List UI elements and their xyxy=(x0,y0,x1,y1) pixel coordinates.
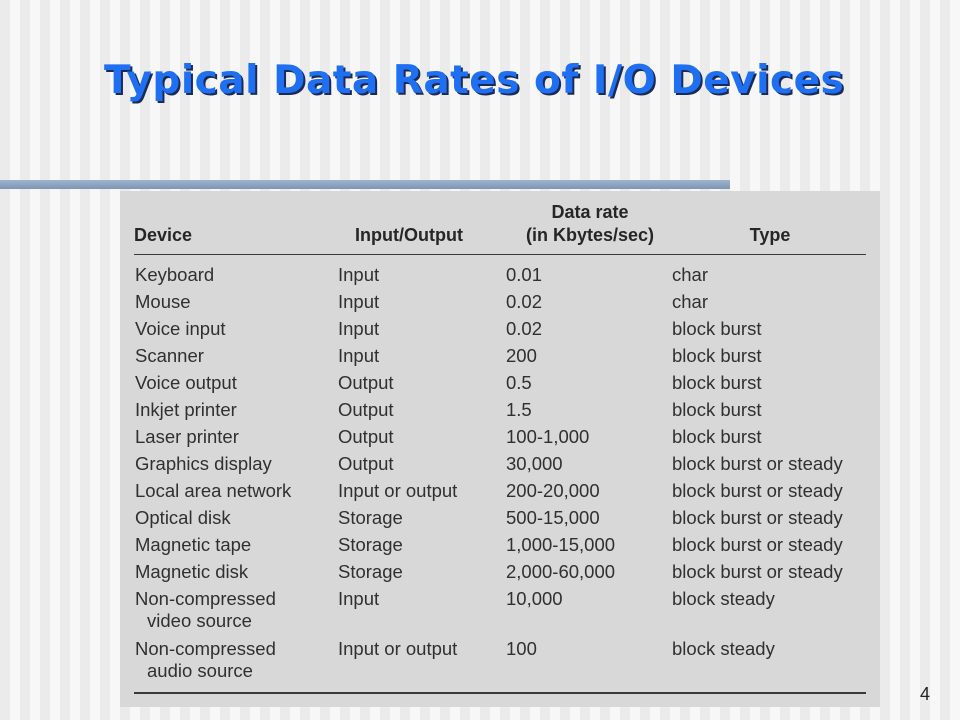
cell-input-output: Storage xyxy=(338,561,403,582)
cell-device: Optical disk xyxy=(135,507,231,528)
header-data-rate-unit: (in Kbytes/sec) xyxy=(525,225,655,245)
cell-data-rate: 0.02 xyxy=(506,318,543,339)
cell-input-output: Output xyxy=(338,372,394,393)
cell-input-output: Input xyxy=(338,264,380,285)
cell-device: Laser printer xyxy=(135,426,239,447)
slide-title: Typical Data Rates of I/O Devices xyxy=(104,58,845,103)
cell-device-line2: video source xyxy=(147,610,252,631)
cell-input-output: Output xyxy=(338,399,394,420)
cell-data-rate: 0.02 xyxy=(506,291,543,312)
cell-type: block burst or steady xyxy=(672,507,843,528)
cell-type: block burst xyxy=(672,399,762,420)
cell-device: Magnetic disk xyxy=(135,561,249,582)
cell-data-rate: 10,000 xyxy=(506,588,563,609)
cell-device: Scanner xyxy=(135,345,204,366)
page-number: 4 xyxy=(919,684,930,704)
cell-input-output: Storage xyxy=(338,534,403,555)
cell-input-output: Output xyxy=(338,453,394,474)
cell-data-rate: 200-20,000 xyxy=(506,480,600,501)
cell-type: block burst or steady xyxy=(672,534,843,555)
cell-input-output: Output xyxy=(338,426,394,447)
cell-data-rate: 1.5 xyxy=(506,399,532,420)
header-data-rate: Data rate xyxy=(551,202,629,222)
cell-type: block steady xyxy=(672,588,775,609)
cell-device: Local area network xyxy=(135,480,292,501)
cell-input-output: Input xyxy=(338,291,380,312)
cell-input-output: Storage xyxy=(338,507,403,528)
cell-type: block burst or steady xyxy=(672,480,843,501)
cell-data-rate: 100 xyxy=(506,638,537,659)
cell-input-output: Input or output xyxy=(338,638,458,659)
cell-data-rate: 30,000 xyxy=(506,453,563,474)
cell-device: Non-compressed xyxy=(135,588,276,609)
cell-device: Non-compressed xyxy=(135,638,276,659)
cell-device: Mouse xyxy=(135,291,191,312)
cell-type: block burst or steady xyxy=(672,453,843,474)
cell-input-output: Input or output xyxy=(338,480,458,501)
title-underline-bar xyxy=(0,180,730,189)
cell-data-rate: 0.5 xyxy=(506,372,532,393)
cell-device: Voice output xyxy=(135,372,237,393)
header-input-output: Input/Output xyxy=(355,225,463,245)
cell-input-output: Input xyxy=(338,345,380,366)
cell-type: char xyxy=(672,264,708,285)
cell-type: block burst xyxy=(672,318,762,339)
cell-data-rate: 100-1,000 xyxy=(506,426,590,447)
cell-device: Magnetic tape xyxy=(135,534,252,555)
header-type: Type xyxy=(749,225,791,245)
cell-data-rate: 200 xyxy=(506,345,537,366)
header-device: Device xyxy=(134,225,193,245)
cell-device-line2: audio source xyxy=(147,660,253,681)
cell-type: block burst xyxy=(672,372,762,393)
cell-device: Keyboard xyxy=(135,264,215,285)
cell-type: block steady xyxy=(672,638,775,659)
cell-input-output: Input xyxy=(338,588,380,609)
io-rates-table: Device Input/Output Data rate (in Kbytes… xyxy=(120,191,880,707)
cell-type: block burst xyxy=(672,345,762,366)
cell-data-rate: 0.01 xyxy=(506,264,543,285)
cell-type: block burst or steady xyxy=(672,561,843,582)
cell-device: Graphics display xyxy=(135,453,272,474)
cell-data-rate: 1,000-15,000 xyxy=(506,534,616,555)
cell-device: Voice input xyxy=(135,318,226,339)
cell-data-rate: 2,000-60,000 xyxy=(506,561,616,582)
header-divider xyxy=(134,254,866,255)
cell-type: block burst xyxy=(672,426,762,447)
cell-data-rate: 500-15,000 xyxy=(506,507,600,528)
cell-type: char xyxy=(672,291,708,312)
table-bottom-rule xyxy=(134,692,866,694)
cell-device: Inkjet printer xyxy=(135,399,237,420)
cell-input-output: Input xyxy=(338,318,380,339)
